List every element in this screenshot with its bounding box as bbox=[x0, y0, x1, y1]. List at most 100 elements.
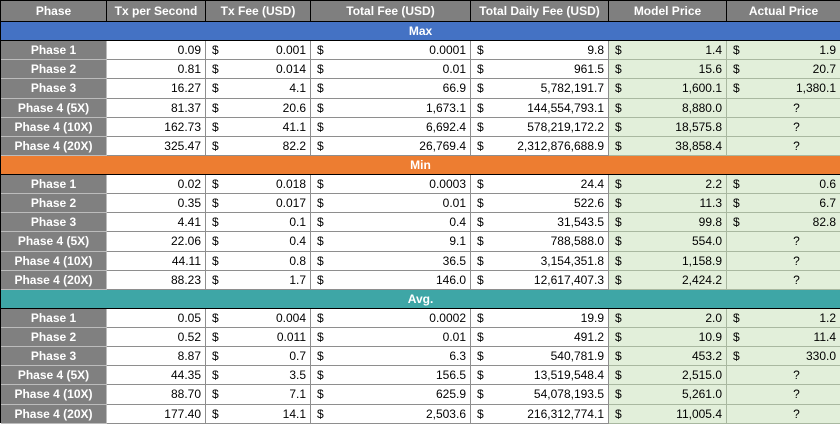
tx-fee-cell-value: 1.7 bbox=[289, 272, 306, 287]
model-price-cell: $11.3 bbox=[609, 194, 727, 214]
phase-cell: Phase 4 (20X) bbox=[1, 136, 107, 156]
currency-symbol: $ bbox=[212, 234, 219, 249]
actual-price-cell-value: 0.6 bbox=[819, 177, 836, 192]
total-fee-cell-value: 36.5 bbox=[442, 253, 466, 268]
total-fee-cell: $9.1 bbox=[311, 232, 471, 252]
currency-symbol: $ bbox=[733, 215, 740, 230]
currency-symbol: $ bbox=[477, 253, 484, 268]
tx-fee-cell-value: 82.2 bbox=[282, 138, 306, 153]
tx-fee-cell: $0.017 bbox=[206, 194, 311, 214]
daily-fee-cell: $144,554,793.1 bbox=[471, 98, 609, 118]
daily-fee-cell-value: 788,588.0 bbox=[550, 234, 604, 249]
currency-symbol: $ bbox=[212, 196, 219, 211]
model-price-cell: $10.9 bbox=[609, 328, 727, 348]
phase-cell: Phase 4 (5X) bbox=[1, 366, 107, 386]
total-fee-cell: $0.01 bbox=[311, 60, 471, 80]
tps-cell: 44.35 bbox=[107, 366, 206, 386]
total-fee-cell-value: 0.01 bbox=[442, 196, 466, 211]
currency-symbol: $ bbox=[212, 310, 219, 325]
currency-symbol: $ bbox=[615, 177, 622, 192]
currency-symbol: $ bbox=[733, 81, 740, 96]
actual-price-cell: $20.7 bbox=[727, 60, 840, 80]
model-price-cell: $8,880.0 bbox=[609, 98, 727, 118]
tx-fee-cell: $0.7 bbox=[206, 347, 311, 367]
total-fee-cell: $0.0003 bbox=[311, 175, 471, 195]
currency-symbol: $ bbox=[615, 349, 622, 364]
currency-symbol: $ bbox=[733, 43, 740, 58]
section-band: Avg. bbox=[1, 289, 840, 309]
currency-symbol: $ bbox=[733, 310, 740, 325]
total-fee-cell-value: 26,769.4 bbox=[419, 138, 466, 153]
currency-symbol: $ bbox=[615, 43, 622, 58]
currency-symbol: $ bbox=[477, 234, 484, 249]
model-price-cell-value: 2.2 bbox=[705, 177, 722, 192]
currency-symbol: $ bbox=[317, 215, 324, 230]
daily-fee-cell-value: 24.4 bbox=[580, 177, 604, 192]
total-fee-cell-value: 6.3 bbox=[449, 349, 466, 364]
daily-fee-cell: $3,154,351.8 bbox=[471, 251, 609, 271]
total-fee-cell: $2,503.6 bbox=[311, 404, 471, 424]
tx-fee-cell: $0.8 bbox=[206, 251, 311, 271]
tx-fee-cell-value: 3.5 bbox=[289, 368, 306, 383]
daily-fee-cell-value: 31,543.5 bbox=[557, 215, 604, 230]
currency-symbol: $ bbox=[733, 177, 740, 192]
tx-fee-cell: $1.7 bbox=[206, 270, 311, 290]
model-price-cell: $99.8 bbox=[609, 213, 727, 233]
daily-fee-cell: $5,782,191.7 bbox=[471, 79, 609, 99]
daily-fee-cell: $522.6 bbox=[471, 194, 609, 214]
tx-fee-cell-value: 0.004 bbox=[275, 310, 306, 325]
daily-fee-cell: $216,312,774.1 bbox=[471, 404, 609, 424]
currency-symbol: $ bbox=[477, 177, 484, 192]
tx-fee-cell-value: 0.1 bbox=[289, 215, 306, 230]
tx-fee-cell: $0.1 bbox=[206, 213, 311, 233]
currency-symbol: $ bbox=[212, 349, 219, 364]
tps-cell: 0.05 bbox=[107, 308, 206, 328]
tps-cell: 162.73 bbox=[107, 117, 206, 137]
phase-cell: Phase 4 (10X) bbox=[1, 251, 107, 271]
tx-fee-cell: $3.5 bbox=[206, 366, 311, 386]
total-fee-cell: $26,769.4 bbox=[311, 136, 471, 156]
total-fee-cell-value: 66.9 bbox=[442, 81, 466, 96]
currency-symbol: $ bbox=[477, 272, 484, 287]
currency-symbol: $ bbox=[317, 310, 324, 325]
tx-fee-cell-value: 0.017 bbox=[275, 196, 306, 211]
currency-symbol: $ bbox=[733, 330, 740, 345]
tx-fee-cell: $41.1 bbox=[206, 117, 311, 137]
tps-cell: 22.06 bbox=[107, 232, 206, 252]
model-price-cell-value: 11,005.4 bbox=[676, 406, 722, 421]
daily-fee-cell: $961.5 bbox=[471, 60, 609, 80]
currency-symbol: $ bbox=[477, 100, 484, 115]
daily-fee-cell-value: 144,554,793.1 bbox=[527, 100, 604, 115]
currency-symbol: $ bbox=[212, 215, 219, 230]
currency-symbol: $ bbox=[615, 138, 622, 153]
currency-symbol: $ bbox=[615, 234, 622, 249]
section-band: Max bbox=[1, 22, 840, 42]
currency-symbol: $ bbox=[212, 272, 219, 287]
tx-fee-cell-value: 14.1 bbox=[282, 406, 306, 421]
currency-symbol: $ bbox=[477, 368, 484, 383]
tx-fee-cell-value: 4.1 bbox=[289, 81, 306, 96]
currency-symbol: $ bbox=[615, 196, 622, 211]
currency-symbol: $ bbox=[733, 196, 740, 211]
tx-fee-cell-value: 0.011 bbox=[276, 330, 306, 345]
currency-symbol: $ bbox=[477, 387, 484, 402]
currency-symbol: $ bbox=[317, 119, 324, 134]
currency-symbol: $ bbox=[615, 387, 622, 402]
actual-price-cell-value: 20.7 bbox=[812, 62, 836, 77]
daily-fee-cell-value: 216,312,774.1 bbox=[527, 406, 604, 421]
currency-symbol: $ bbox=[212, 253, 219, 268]
daily-fee-cell: $24.4 bbox=[471, 175, 609, 195]
model-price-cell: $1.4 bbox=[609, 41, 727, 61]
currency-symbol: $ bbox=[317, 43, 324, 58]
actual-price-cell: $1.2 bbox=[727, 308, 840, 328]
actual-price-unknown: ? bbox=[727, 136, 840, 156]
actual-price-cell: $0.6 bbox=[727, 175, 840, 195]
daily-fee-cell-value: 2,312,876,688.9 bbox=[517, 138, 604, 153]
tx-fee-cell-value: 0.014 bbox=[275, 62, 306, 77]
model-price-cell: $2,424.2 bbox=[609, 270, 727, 290]
daily-fee-cell-value: 19.9 bbox=[580, 310, 604, 325]
total-fee-cell-value: 0.0001 bbox=[429, 43, 466, 58]
phase-cell: Phase 4 (10X) bbox=[1, 385, 107, 405]
column-header-model-price: Model Price bbox=[609, 1, 727, 22]
